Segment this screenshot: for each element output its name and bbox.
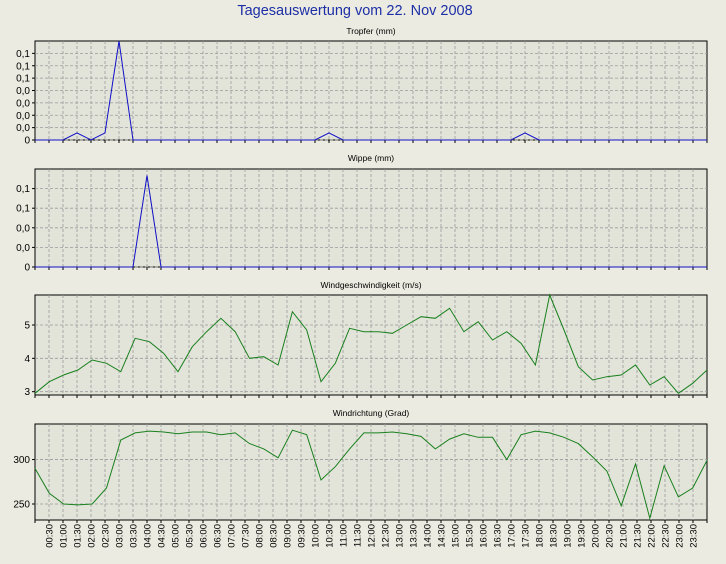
x-tick-label: 04:30 (157, 524, 168, 548)
x-tick-label: 11:30 (353, 524, 364, 547)
x-tick-label: 08:30 (269, 524, 280, 548)
chart-title: Tropfer (mm) (346, 26, 395, 36)
x-tick-label: 12:00 (367, 524, 378, 548)
x-tick-label: 23:00 (675, 524, 686, 548)
x-tick-label: 05:30 (185, 524, 196, 548)
chart-title: Wippe (mm) (348, 153, 394, 163)
y-tick-label: 250 (13, 500, 30, 511)
y-tick-label: 0,0 (16, 223, 30, 234)
x-tick-label: 18:30 (549, 524, 560, 548)
y-tick-label: 0,1 (16, 184, 30, 195)
x-tick-label: 22:00 (647, 524, 658, 548)
y-tick-label: 3 (24, 387, 30, 398)
x-tick-label: 02:00 (87, 524, 98, 548)
x-tick-label: 12:30 (381, 524, 392, 548)
y-tick-label: 0,0 (16, 111, 30, 122)
y-tick-label: 0 (24, 263, 30, 274)
x-tick-label: 13:00 (395, 524, 406, 548)
y-tick-label: 0,0 (16, 98, 30, 109)
x-tick-label: 22:30 (661, 524, 672, 548)
chart-title: Windgeschwindigkeit (m/s) (320, 280, 421, 290)
x-tick-label: 05:00 (171, 524, 182, 548)
x-tick-label: 19:30 (577, 524, 588, 548)
data-line (35, 40, 707, 141)
y-tick-label: 5 (24, 321, 30, 332)
y-tick-label: 0 (24, 136, 30, 147)
x-tick-label: 06:30 (213, 524, 224, 548)
x-tick-label: 09:30 (297, 524, 308, 548)
y-tick-label: 4 (24, 354, 30, 365)
x-tick-label: 11:00 (339, 524, 350, 547)
plot-area (34, 168, 708, 268)
x-tick-label: 06:00 (199, 524, 210, 548)
x-tick-label: 07:00 (227, 524, 238, 548)
x-tick-label: 03:00 (115, 524, 126, 548)
x-tick-label: 04:00 (143, 524, 154, 548)
x-tick-label: 23:30 (689, 524, 700, 548)
x-tick-label: 17:30 (521, 524, 532, 548)
x-tick-label: 13:30 (409, 524, 420, 548)
x-tick-label: 01:30 (73, 524, 84, 548)
chart-panel-2: Wippe (mm) 0,1 0,1 0,0 0,0 0 (16, 153, 708, 274)
x-tick-label: 08:00 (255, 524, 266, 548)
y-tick-label: 0,1 (16, 49, 30, 60)
x-tick-label: 21:30 (633, 524, 644, 548)
x-tick-label: 03:30 (129, 524, 140, 548)
page-title: Tagesauswertung vom 22. Nov 2008 (237, 3, 472, 19)
chart-panel-3: Windgeschwindigkeit (m/s) 3 4 5 (24, 280, 708, 398)
x-tick-label: 18:00 (535, 524, 546, 548)
x-tick-label: 10:30 (325, 524, 336, 548)
x-tick-label: 15:30 (465, 524, 476, 548)
x-tick-label: 07:30 (241, 524, 252, 548)
y-tick-label: 0,1 (16, 204, 30, 215)
x-tick-label: 16:30 (493, 524, 504, 548)
y-tick-label: 0,0 (16, 123, 30, 134)
x-tick-label: 10:00 (311, 524, 322, 548)
y-tick-label: 0,1 (16, 61, 30, 72)
x-tick-label: 20:00 (591, 524, 602, 548)
data-line (34, 429, 708, 521)
x-tick-label: 02:30 (101, 524, 112, 548)
x-tick-label: 14:30 (437, 524, 448, 548)
y-tick-label: 0,0 (16, 86, 30, 97)
time-axis: 00:30 01:00 01:30 02:00 02:30 03:00 03:30 04:00… (45, 524, 700, 548)
x-tick-label: 16:00 (479, 524, 490, 548)
x-tick-label: 17:00 (507, 524, 518, 548)
x-tick-label: 14:00 (423, 524, 434, 548)
x-tick-label: 09:00 (283, 524, 294, 548)
y-tick-label: 0,1 (16, 74, 30, 85)
x-tick-label: 15:00 (451, 524, 462, 548)
chart-title: Windrichtung (Grad) (333, 408, 410, 418)
data-line (34, 293, 708, 394)
x-tick-label: 01:00 (59, 524, 70, 548)
x-tick-label: 19:00 (563, 524, 574, 548)
y-tick-label: 0,0 (16, 243, 30, 254)
x-tick-label: 21:00 (619, 524, 630, 548)
chart-panel-1: Tropfer (mm)0,10,10,10,00,00,00,00 (16, 26, 708, 147)
y-tick-label: 300 (13, 455, 30, 466)
x-tick-label: 20:30 (605, 524, 616, 548)
data-line (35, 175, 707, 268)
chart-panel-4: Windrichtung (Grad) 250 300 (13, 408, 708, 523)
x-tick-label: 00:30 (45, 524, 56, 548)
